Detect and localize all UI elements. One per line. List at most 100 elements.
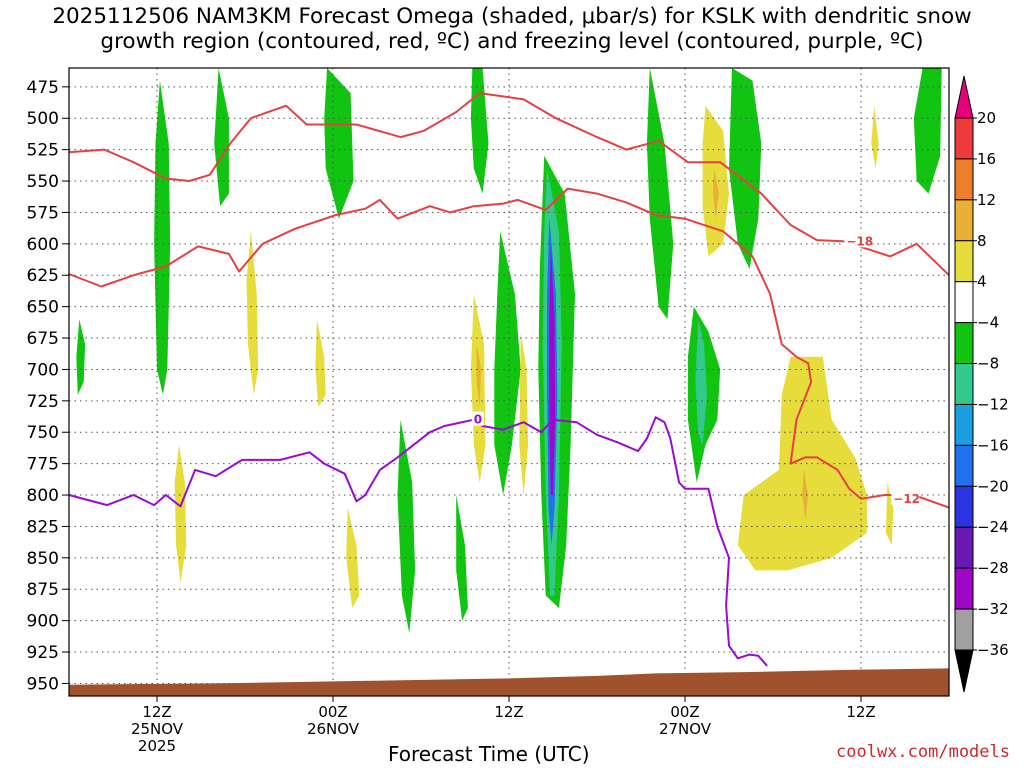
x-tick-date-18: 26NOV (307, 720, 360, 738)
omega-region-green-upper-2 (324, 68, 354, 219)
contour-label-bg-dgz-upper (844, 233, 873, 248)
grid-lines (69, 68, 949, 696)
contour-label-dgz-upper: −18 (846, 234, 873, 248)
colorbar-swatch-3 (954, 240, 974, 283)
omega-region-yellow-6 (519, 331, 529, 495)
colorbar-label-0: 20 (977, 109, 996, 127)
colorbar-label-5: −4 (977, 314, 999, 332)
y-tick-label-550: 550 (27, 172, 59, 192)
omega-shading (76, 68, 942, 634)
y-tick-label-850: 850 (27, 549, 59, 569)
contour-label-bg-freezing-level (471, 411, 484, 426)
omega-region-green-mid-3 (397, 419, 416, 634)
omega-region-yellow-8 (737, 356, 867, 571)
omega-region-cyan-right (695, 319, 707, 445)
contour-dgz-upper (68, 92, 950, 276)
y-tick-label-700: 700 (27, 360, 59, 380)
colorbar-swatch-4 (954, 281, 974, 324)
x-tick-label-42: 00Z (670, 703, 699, 721)
contour-label-bg-dgz-lower (891, 490, 920, 505)
colorbar-label-13: −36 (977, 641, 1009, 659)
colorbar-swatch-9 (954, 485, 974, 528)
omega-region-green-left-small (76, 319, 86, 395)
contour-dgz-lower (68, 187, 950, 509)
y-tick-label-925: 925 (27, 643, 59, 663)
colorbar-label-4: 4 (977, 273, 987, 291)
y-tick-label-650: 650 (27, 298, 59, 318)
colorbar-swatch-6 (954, 363, 974, 405)
omega-region-yellow-9 (885, 482, 894, 546)
x-tick-label-18: 00Z (318, 703, 347, 721)
colorbar: 20 16 12 8 4 −4 −8 −12 −16 −20 −24 −28 −32 −36 (954, 75, 1009, 693)
x-tick-date-42: 27NOV (659, 720, 712, 738)
colorbar-label-12: −32 (977, 600, 1009, 618)
y-tick-label-825: 825 (27, 517, 59, 537)
colorbar-swatch-0 (954, 117, 974, 160)
y-tick-label-900: 900 (27, 612, 59, 632)
x-tick-label-6: 12Z (142, 703, 171, 721)
y-tick-label-775: 775 (27, 455, 59, 475)
colorbar-label-8: −16 (977, 436, 1009, 454)
contour-label-freezing-level: 0 (474, 413, 482, 427)
y-axis-ticks: 475 500 525 550 575 600 625 650 675 700 725 750 775 8… (27, 78, 69, 694)
chart-title: 2025112506 NAM3KM Forecast Omega (shaded… (0, 4, 1024, 54)
colorbar-swatch-2 (954, 199, 974, 242)
omega-region-green-upper-1 (214, 68, 229, 207)
omega-region-green-dendritic-core (470, 68, 489, 194)
colorbar-label-2: 12 (977, 191, 996, 209)
y-tick-label-875: 875 (27, 580, 59, 600)
title-line-2: growth region (contoured, red, ºC) and f… (100, 29, 924, 54)
colorbar-swatch-10 (954, 526, 974, 569)
colorbar-label-6: −8 (977, 355, 999, 373)
omega-region-yellow-1 (174, 444, 187, 583)
x-tick-year-6: 2025 (138, 737, 176, 755)
colorbar-top-arrow (954, 75, 974, 119)
colorbar-label-11: −28 (977, 559, 1009, 577)
x-tick-label-30: 12Z (494, 703, 523, 721)
omega-region-yellow-3 (315, 319, 326, 408)
terrain-surface (69, 668, 949, 696)
y-tick-label-800: 800 (27, 486, 59, 506)
colorbar-swatch-8 (954, 444, 974, 487)
omega-region-orange-spot-2 (712, 168, 719, 219)
omega-region-green-left (154, 80, 171, 395)
omega-region-yellow-4 (346, 507, 360, 609)
contour-lines: −18 −12 0 (68, 92, 950, 667)
title-line-1: 2025112506 NAM3KM Forecast Omega (shaded… (52, 4, 972, 29)
contour-label-dgz-lower: −12 (893, 492, 920, 506)
colorbar-label-7: −12 (977, 395, 1009, 413)
colorbar-swatch-1 (954, 158, 974, 201)
omega-region-orange-spot-1 (476, 344, 482, 408)
y-tick-label-950: 950 (27, 674, 59, 694)
colorbar-label-10: −24 (977, 518, 1009, 536)
omega-region-green-mid-4 (456, 495, 468, 621)
x-tick-label-54: 12Z (846, 703, 875, 721)
x-tick-date-6: 25NOV (131, 720, 184, 738)
colorbar-label-9: −20 (977, 477, 1009, 495)
y-tick-label-675: 675 (27, 329, 59, 349)
y-tick-label-625: 625 (27, 266, 59, 286)
y-tick-label-500: 500 (27, 109, 59, 129)
y-tick-label-750: 750 (27, 423, 59, 443)
omega-region-green-right-3 (729, 68, 762, 269)
colorbar-label-3: 8 (977, 232, 987, 250)
colorbar-swatch-12 (954, 608, 974, 651)
y-tick-label-725: 725 (27, 392, 59, 412)
omega-region-green-right-4 (913, 68, 942, 194)
colorbar-swatch-11 (954, 567, 974, 610)
omega-region-green-right-1 (646, 68, 674, 320)
colorbar-swatch-7 (954, 403, 974, 446)
credit-text: coolwx.com/models (836, 742, 1010, 762)
omega-region-yellow-2 (246, 231, 259, 395)
y-tick-label-600: 600 (27, 235, 59, 255)
terrain (69, 668, 949, 696)
omega-region-green-mid-1 (494, 231, 521, 496)
colorbar-swatch-5 (954, 322, 974, 365)
colorbar-label-1: 16 (977, 150, 996, 168)
y-tick-label-475: 475 (27, 78, 59, 98)
omega-region-orange-spot-3 (802, 469, 809, 521)
x-axis-label: Forecast Time (UTC) (388, 742, 590, 766)
y-tick-label-575: 575 (27, 203, 59, 223)
